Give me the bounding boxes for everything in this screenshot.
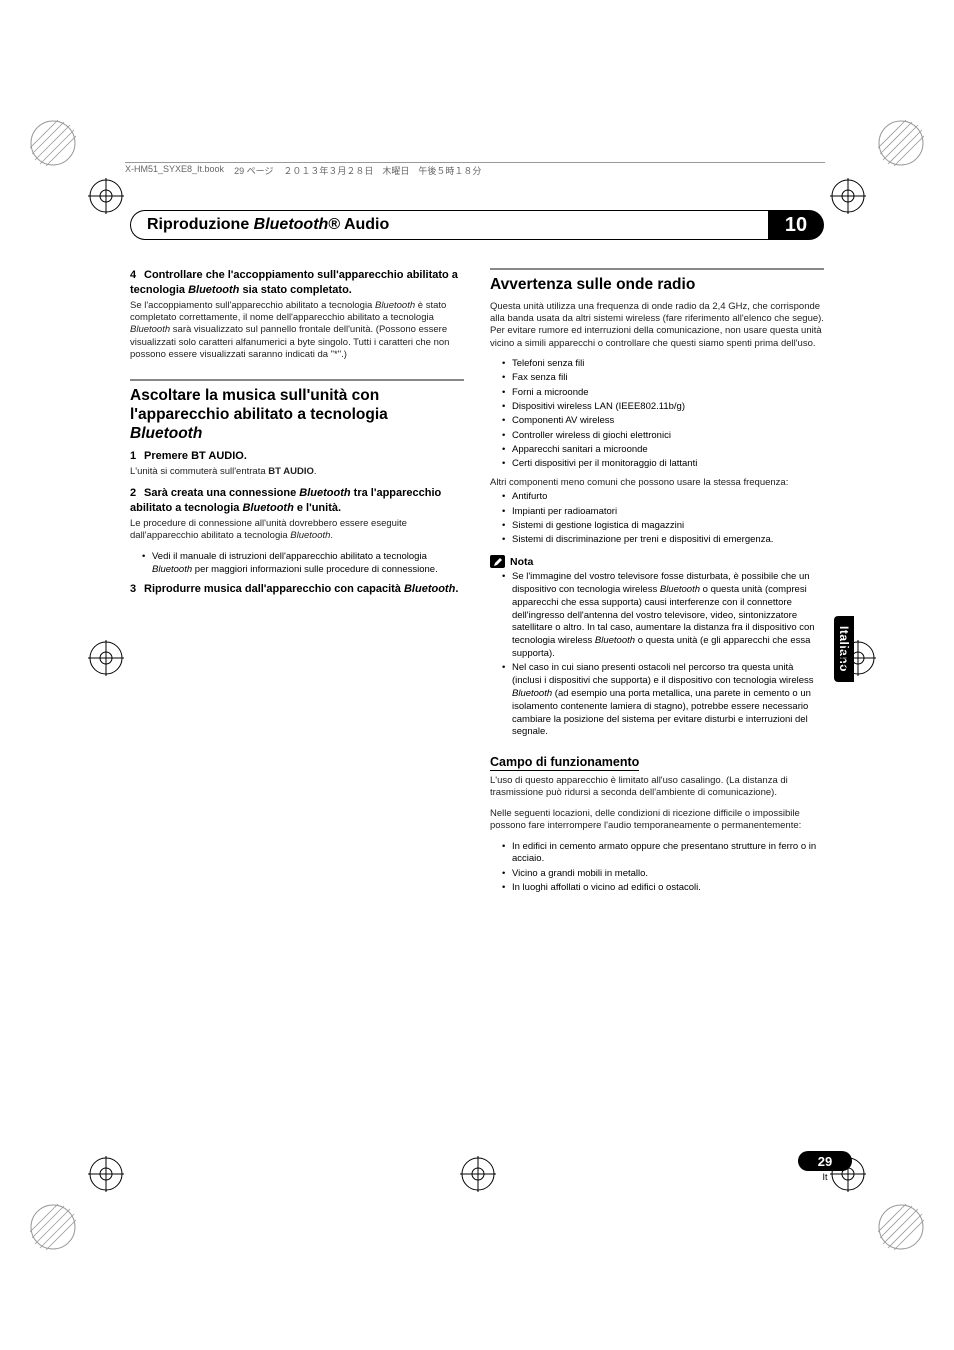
list-item: Dispositivi wireless LAN (IEEE802.11b/g): [490, 401, 824, 414]
print-file: X-HM51_SYXE8_It.book: [125, 164, 224, 177]
step1-body: L'unità si commuterà sull'entrata BT AUD…: [130, 466, 464, 478]
radio-mid: Altri componenti meno comuni che possono…: [490, 477, 824, 489]
radio-intro: Questa unità utilizza una frequenza di o…: [490, 301, 824, 350]
page-content: Riproduzione Bluetooth® Audio 10 4Contro…: [130, 210, 824, 901]
registration-mark-icon: [30, 120, 76, 166]
heading-campo: Campo di funzionamento: [490, 755, 639, 771]
list-item: Sistemi di discriminazione per treni e d…: [490, 534, 824, 547]
campo-list: In edifici in cemento armato oppure che …: [490, 841, 824, 895]
crosshair-icon: [830, 1156, 866, 1192]
registration-mark-icon: [878, 1204, 924, 1250]
list-item: Nel caso in cui siano presenti ostacoli …: [490, 662, 824, 739]
print-date-jp: ２０１３年３月２８日 木曜日 午後５時１８分: [283, 164, 481, 177]
crosshair-icon: [88, 1156, 124, 1192]
list-item: Forni a microonde: [490, 387, 824, 400]
crosshair-icon: [830, 178, 866, 214]
list-item: Sistemi di gestione logistica di magazzi…: [490, 520, 824, 533]
chapter-number: 10: [768, 210, 824, 240]
section-rule: [490, 268, 824, 270]
nota-label: Nota: [510, 556, 533, 568]
crosshair-icon: [460, 1156, 496, 1192]
list-item: Se l'immagine del vostro televisore foss…: [490, 571, 824, 661]
list-item: Apparecchi sanitari a microonde: [490, 444, 824, 457]
list-item: Certi dispositivi per il monitoraggio di…: [490, 458, 824, 471]
heading-listen: Ascoltare la musica sull'unità con l'app…: [130, 387, 464, 443]
list-item: Vedi il manuale di istruzioni dell'appar…: [130, 551, 464, 577]
print-page-jp: 29 ページ: [234, 164, 273, 177]
registration-mark-icon: [30, 1204, 76, 1250]
list-item: Fax senza fili: [490, 372, 824, 385]
list-item: Impianti per radioamatori: [490, 506, 824, 519]
section-rule: [130, 379, 464, 381]
nota-header: Nota: [490, 555, 824, 568]
radio-list-1: Telefoni senza filiFax senza fili Forni a…: [490, 358, 824, 471]
list-item: In edifici in cemento armato oppure che …: [490, 841, 824, 867]
left-column: 4Controllare che l'accoppiamento sull'ap…: [130, 268, 464, 901]
print-header: X-HM51_SYXE8_It.book 29 ページ ２０１３年３月２８日 木…: [125, 162, 825, 177]
step1-title: 1Premere BT AUDIO.: [130, 449, 464, 464]
chapter-title-wrap: Riproduzione Bluetooth® Audio: [130, 210, 768, 240]
list-item: Telefoni senza fili: [490, 358, 824, 371]
step2-bullets: Vedi il manuale di istruzioni dell'appar…: [130, 551, 464, 577]
chapter-bar: Riproduzione Bluetooth® Audio 10: [130, 210, 824, 240]
step2-body: Le procedure di connessione all'unità do…: [130, 518, 464, 543]
step4-body: Se l'accoppiamento sull'apparecchio abil…: [130, 300, 464, 362]
nota-list: Se l'immagine del vostro televisore foss…: [490, 571, 824, 739]
list-item: Vicino a grandi mobili in metallo.: [490, 868, 824, 881]
radio-list-2: AntifurtoImpianti per radioamatoriSistem…: [490, 491, 824, 547]
pencil-icon: [490, 555, 505, 568]
list-item: Antifurto: [490, 491, 824, 504]
campo-p1: L'uso di questo apparecchio è limitato a…: [490, 775, 824, 800]
chapter-title: Riproduzione Bluetooth® Audio: [147, 216, 389, 234]
campo-p2: Nelle seguenti locazioni, delle condizio…: [490, 808, 824, 833]
step3-title: 3Riprodurre musica dall'apparecchio con …: [130, 582, 464, 597]
crosshair-icon: [88, 178, 124, 214]
list-item: Componenti AV wireless: [490, 415, 824, 428]
crosshair-icon: [88, 640, 124, 676]
list-item: In luoghi affollati o vicino ad edifici …: [490, 882, 824, 895]
registration-mark-icon: [878, 120, 924, 166]
right-column: Avvertenza sulle onde radio Questa unità…: [490, 268, 824, 901]
list-item: Controller wireless di giochi elettronic…: [490, 430, 824, 443]
crosshair-icon: [840, 640, 876, 676]
step2-title: 2Sarà creata una connessione Bluetooth t…: [130, 486, 464, 516]
step4-title: 4Controllare che l'accoppiamento sull'ap…: [130, 268, 464, 298]
heading-radio: Avvertenza sulle onde radio: [490, 276, 824, 295]
